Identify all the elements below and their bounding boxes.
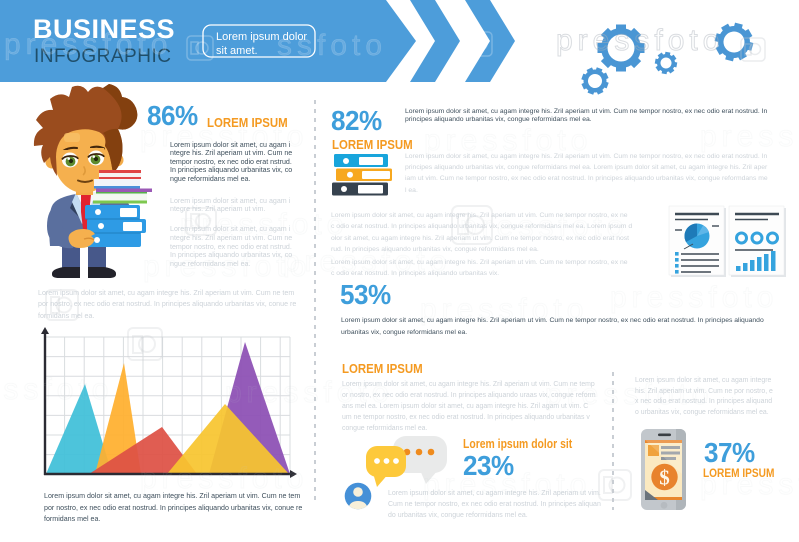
svg-text:$: $	[659, 466, 670, 490]
